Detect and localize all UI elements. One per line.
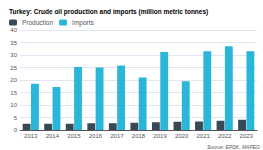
svg-text:2021: 2021 [196,133,210,139]
svg-text:Source: EPDK, MAPEG: Source: EPDK, MAPEG [207,144,260,150]
svg-text:2014: 2014 [46,133,60,139]
svg-text:2017: 2017 [110,133,124,139]
svg-text:0: 0 [14,127,18,133]
svg-text:2023: 2023 [240,133,254,139]
svg-text:2022: 2022 [218,133,232,139]
svg-text:2019: 2019 [153,133,167,139]
svg-text:35: 35 [10,40,17,46]
svg-text:20: 20 [10,77,17,83]
svg-text:2020: 2020 [175,133,189,139]
svg-text:15: 15 [10,90,17,96]
svg-text:40: 40 [10,27,17,33]
svg-text:30: 30 [10,52,17,58]
svg-text:Production: Production [22,19,53,26]
svg-text:25: 25 [10,65,17,71]
svg-text:2018: 2018 [132,133,146,139]
svg-text:2015: 2015 [67,133,81,139]
svg-text:2013: 2013 [24,133,38,139]
svg-text:2016: 2016 [89,133,103,139]
svg-text:5: 5 [14,115,18,121]
svg-text:10: 10 [10,102,17,108]
svg-text:Turkey: Crude oil production a: Turkey: Crude oil production and imports… [9,8,208,16]
svg-text:Imports: Imports [72,19,94,27]
